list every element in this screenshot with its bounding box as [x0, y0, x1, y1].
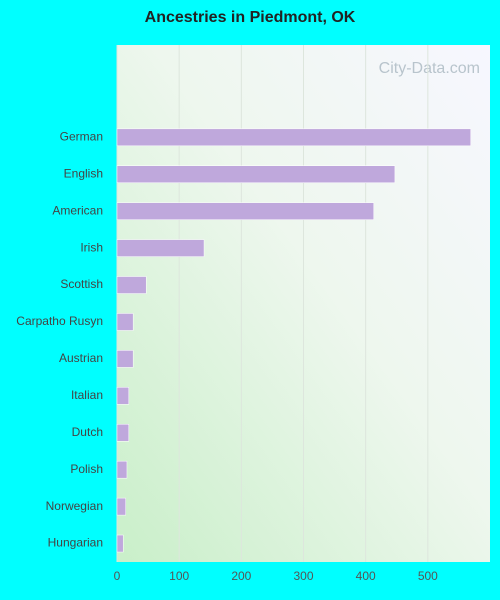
x-tick-label: 500 [418, 569, 438, 583]
bar [116, 202, 374, 220]
x-tick-label: 300 [293, 569, 313, 583]
y-tick-label: Italian [71, 388, 103, 402]
bar [116, 165, 396, 183]
bar [116, 313, 134, 331]
chart-title: Ancestries in Piedmont, OK [145, 9, 356, 26]
bar [116, 534, 124, 553]
y-tick-label: Hungarian [48, 536, 103, 550]
y-tick-label: Norwegian [46, 499, 103, 513]
x-tick-label: 400 [356, 569, 376, 583]
bar [116, 276, 147, 294]
bar [116, 387, 130, 405]
y-tick-label: Austrian [59, 351, 103, 365]
y-tick-label: Carpatho Rusyn [16, 314, 103, 328]
y-tick-label: American [52, 203, 103, 217]
marks: German English American Irish Scottish Carpat… [16, 128, 471, 553]
bar [116, 239, 205, 257]
watermark: City-Data.com [379, 60, 480, 77]
y-tick-label: Scottish [60, 277, 103, 291]
bar [116, 497, 126, 516]
y-tick-label: Dutch [72, 425, 103, 439]
bar [116, 128, 471, 147]
x-tick-label: 200 [231, 569, 251, 583]
y-tick-label: German [60, 129, 103, 143]
x-tick-label: 0 [114, 569, 121, 583]
y-tick-label: Polish [70, 462, 103, 476]
bar [116, 350, 134, 368]
bar [116, 460, 128, 479]
x-tick-label: 100 [169, 569, 189, 583]
y-tick-label: English [64, 166, 103, 180]
y-tick-label: Irish [80, 240, 103, 254]
bar [116, 424, 130, 442]
